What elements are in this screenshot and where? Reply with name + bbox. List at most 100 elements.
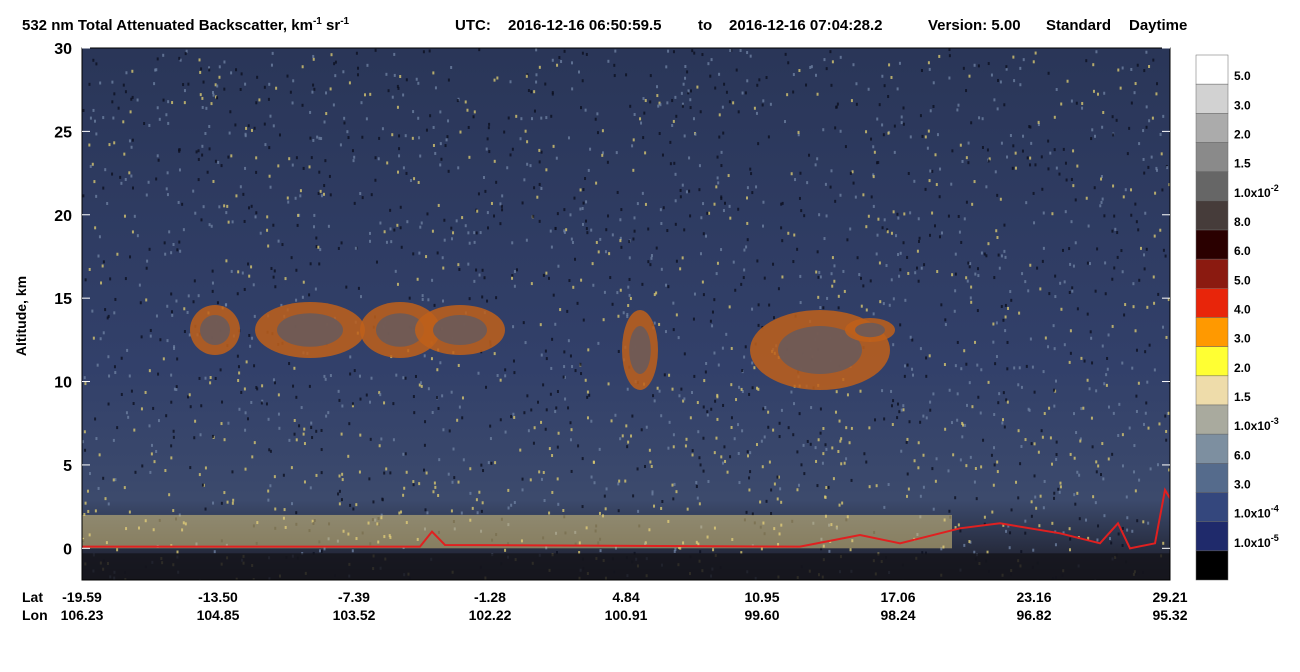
texture-dot xyxy=(536,195,539,199)
texture-dot xyxy=(557,264,560,268)
texture-dot xyxy=(507,116,510,120)
texture-dot xyxy=(404,134,407,138)
texture-dot xyxy=(555,156,558,160)
texture-dot xyxy=(601,153,604,157)
texture-dot xyxy=(445,138,448,142)
texture-dot xyxy=(924,187,927,191)
texture-dot xyxy=(341,404,344,408)
texture-dot xyxy=(1044,336,1047,340)
texture-dot xyxy=(822,426,825,430)
texture-dot xyxy=(412,110,415,114)
texture-dot xyxy=(658,132,661,136)
texture-dot xyxy=(136,98,139,102)
y-tick-label: 15 xyxy=(54,291,72,308)
texture-dot xyxy=(245,360,248,364)
texture-dot xyxy=(1099,204,1102,208)
texture-dot xyxy=(165,414,168,418)
texture-dot xyxy=(504,430,507,434)
texture-dot xyxy=(1111,277,1114,281)
texture-dot xyxy=(1007,524,1010,528)
texture-dot xyxy=(1059,481,1062,485)
texture-dot xyxy=(865,225,868,229)
texture-dot xyxy=(569,438,572,442)
texture-dot xyxy=(765,499,768,503)
texture-dot xyxy=(1006,340,1009,344)
texture-dot xyxy=(1145,105,1148,109)
texture-dot xyxy=(697,430,700,434)
texture-dot xyxy=(1112,133,1115,137)
texture-dot xyxy=(579,207,582,211)
texture-dot xyxy=(691,391,694,395)
texture-dot xyxy=(549,229,552,233)
texture-dot xyxy=(1025,364,1028,368)
texture-dot xyxy=(706,410,709,414)
texture-dot xyxy=(325,91,328,95)
texture-dot xyxy=(886,228,889,232)
texture-dot xyxy=(755,111,758,115)
texture-dot xyxy=(1133,444,1136,448)
texture-dot xyxy=(860,304,863,308)
texture-dot xyxy=(107,402,110,406)
texture-dot xyxy=(743,248,746,252)
texture-dot xyxy=(322,192,325,196)
texture-dot xyxy=(1100,200,1103,204)
texture-dot xyxy=(544,427,547,431)
texture-dot xyxy=(581,207,584,211)
texture-dot xyxy=(84,382,87,386)
texture-dot xyxy=(483,276,486,280)
texture-dot xyxy=(1143,69,1146,73)
texture-dot xyxy=(604,507,607,511)
texture-dot xyxy=(212,501,215,505)
texture-dot xyxy=(649,263,652,267)
texture-dot xyxy=(728,305,731,309)
texture-dot xyxy=(1006,155,1009,159)
texture-dot xyxy=(617,482,620,486)
texture-dot xyxy=(1053,148,1056,152)
texture-dot xyxy=(189,405,192,409)
colorbar-label: 2.0 xyxy=(1234,128,1251,142)
texture-dot xyxy=(87,509,90,513)
texture-dot xyxy=(660,506,663,510)
texture-dot xyxy=(208,147,211,151)
texture-dot xyxy=(1017,429,1020,433)
texture-dot xyxy=(828,549,831,553)
texture-dot xyxy=(652,394,655,398)
texture-dot xyxy=(661,500,664,504)
texture-dot xyxy=(1110,541,1113,545)
texture-dot xyxy=(315,245,318,249)
texture-dot xyxy=(244,134,247,138)
texture-dot xyxy=(323,547,326,551)
texture-dot xyxy=(563,208,566,212)
texture-dot xyxy=(286,74,289,78)
texture-dot xyxy=(478,273,481,277)
texture-dot xyxy=(636,202,639,206)
texture-dot xyxy=(667,446,670,450)
texture-dot xyxy=(632,138,635,142)
texture-dot xyxy=(585,219,588,223)
texture-dot xyxy=(370,193,373,197)
texture-dot xyxy=(896,416,899,420)
texture-dot xyxy=(131,186,134,190)
texture-dot xyxy=(637,509,640,513)
texture-dot xyxy=(1037,450,1040,454)
texture-dot xyxy=(170,292,173,296)
texture-dot xyxy=(211,269,214,273)
texture-dot xyxy=(799,301,802,305)
texture-dot xyxy=(167,121,170,125)
texture-dot xyxy=(148,369,151,373)
texture-dot xyxy=(1079,437,1082,441)
texture-dot xyxy=(302,166,305,170)
texture-dot xyxy=(681,256,684,260)
texture-dot xyxy=(220,164,223,168)
texture-dot xyxy=(799,171,802,175)
texture-dot xyxy=(525,74,528,78)
texture-dot xyxy=(284,277,287,281)
texture-dot xyxy=(725,90,728,94)
texture-dot xyxy=(244,467,247,471)
texture-dot xyxy=(250,204,253,208)
texture-dot xyxy=(890,278,893,282)
texture-dot xyxy=(571,61,574,65)
texture-dot xyxy=(501,194,504,198)
texture-dot xyxy=(990,73,993,77)
texture-dot xyxy=(230,269,233,273)
